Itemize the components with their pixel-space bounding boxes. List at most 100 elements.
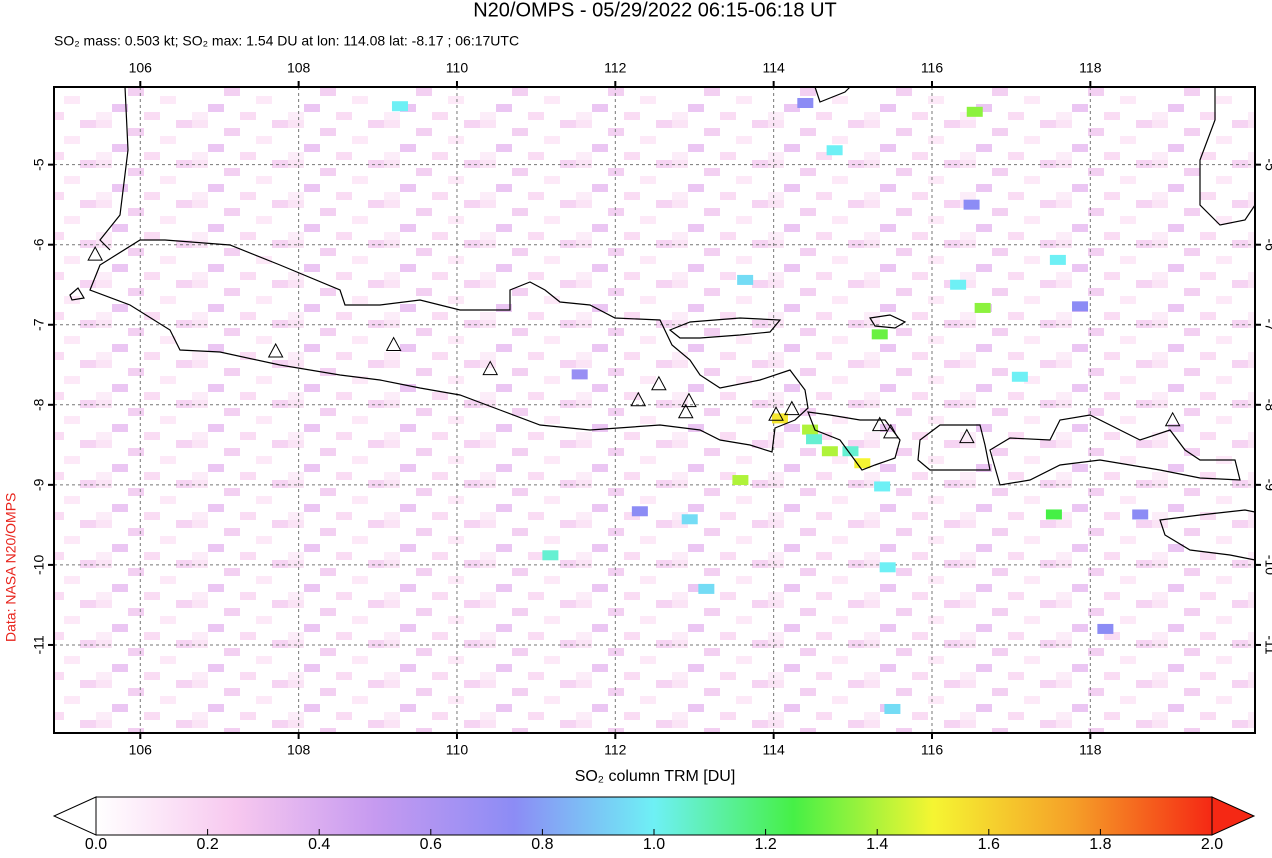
so2-pixel — [698, 583, 715, 594]
so2-pixel — [966, 106, 983, 117]
colorbar-tick-label: 0.0 — [85, 836, 107, 853]
x-tick-label: 112 — [604, 742, 627, 758]
so2-pixel — [1049, 254, 1066, 265]
x-tick-label: 116 — [921, 742, 944, 758]
chart-title: N20/OMPS - 05/29/2022 06:15-06:18 UT — [473, 0, 837, 21]
coast-bali — [807, 411, 901, 471]
y-tick-label: -10 — [1262, 555, 1272, 575]
coast-sumatra — [69, 287, 85, 301]
colorbar-tick-label: 0.2 — [196, 836, 218, 853]
y-tick-label: -7 — [1262, 319, 1272, 332]
y-tick-label: -11 — [1262, 635, 1272, 654]
volcano — [958, 428, 975, 444]
colorbar-tick-label: 0.4 — [308, 836, 330, 853]
credit: Data: NASA N20/OMPS — [3, 493, 19, 642]
pixel-layer — [391, 98, 1149, 714]
colorbar-tick-label: 1.6 — [978, 836, 1000, 853]
coast-kangean — [869, 314, 907, 329]
coast-sumbawa — [989, 414, 1241, 486]
so2-pixel — [771, 413, 788, 424]
map-frame — [53, 86, 1256, 734]
background-noise — [54, 87, 1255, 733]
so2-pixel — [571, 369, 588, 380]
so2-pixel — [821, 446, 838, 457]
so2-pixel — [974, 302, 991, 313]
so2-pixel — [1132, 509, 1149, 520]
colorbar-label: SO₂ column TRM [DU] — [575, 768, 736, 785]
y-tick-label: -8 — [31, 398, 47, 411]
coast-lombok — [917, 424, 991, 471]
so2-pixel — [542, 550, 559, 561]
colorbar: 0.0 0.2 0.4 0.6 0.8 1.0 1.2 1.4 1.6 1.8 2.0 — [52, 796, 1256, 853]
so2-pixel — [871, 329, 888, 340]
y-tick-label: -9 — [1262, 479, 1272, 492]
so2-pixel — [884, 703, 901, 714]
x-tick-label: 108 — [287, 60, 311, 76]
volcano-layer — [87, 246, 1181, 444]
y-tick-label: -5 — [31, 158, 47, 171]
coast-madura — [668, 317, 782, 339]
volcano — [651, 375, 667, 391]
coastlines — [69, 86, 1256, 561]
colorbar-under — [52, 796, 97, 836]
volcano — [677, 403, 694, 419]
so2-pixel — [854, 458, 871, 469]
colorbar-tick-label: 2.0 — [1201, 836, 1223, 853]
x-tick-label: 118 — [1079, 742, 1102, 758]
coast-borneo-west — [99, 86, 129, 251]
volcano — [87, 246, 104, 261]
coast-java — [89, 239, 809, 453]
x-tick-label: 112 — [604, 60, 627, 76]
y-tick-label: -11 — [31, 635, 47, 654]
so2-pixel — [1097, 623, 1114, 634]
x-tick-label: 110 — [446, 60, 469, 76]
volcano — [681, 392, 697, 408]
x-tick-label: 106 — [129, 742, 153, 758]
volcano — [882, 423, 899, 439]
colorbar-tick-label: 1.2 — [754, 836, 776, 853]
so2-pixel — [737, 274, 754, 285]
colorbar-tick-label: 0.6 — [420, 836, 442, 853]
so2-pixel — [826, 145, 843, 156]
x-tick-label: 116 — [921, 60, 944, 76]
volcano — [385, 336, 402, 352]
y-tick-label: -6 — [1262, 238, 1272, 251]
so2-pixel — [802, 424, 819, 435]
so2-pixel — [963, 199, 980, 210]
volcano — [768, 406, 784, 421]
y-tick-label: -7 — [31, 318, 47, 331]
x-tick-label: 114 — [762, 742, 785, 758]
volcano — [871, 416, 888, 432]
so2-pixel — [1045, 509, 1062, 520]
so2-pixel — [631, 506, 648, 517]
so2-pixel — [950, 279, 967, 290]
so2-pixel — [681, 514, 698, 525]
so2-pixel — [1072, 301, 1089, 312]
volcano — [482, 360, 499, 376]
y-tick-label: -10 — [31, 555, 47, 575]
colorbar-tick-label: 1.4 — [866, 836, 888, 853]
x-tick-label: 114 — [762, 60, 785, 76]
colorbar-tick-label: 1.8 — [1089, 836, 1111, 853]
y-tick-label: -5 — [1262, 158, 1272, 171]
x-tick-label: 110 — [446, 742, 469, 758]
colorbar-tick-label: 1.0 — [643, 836, 665, 853]
so2-pixel — [874, 481, 891, 492]
volcano — [784, 400, 800, 416]
volcano — [267, 342, 284, 358]
y-tick-label: -8 — [1262, 399, 1272, 412]
subtitle: SO₂ mass: 0.503 kt; SO₂ max: 1.54 DU at … — [54, 33, 519, 49]
so2-pixel — [879, 562, 896, 573]
so2-pixel — [797, 98, 814, 109]
x-tick-label: 118 — [1079, 60, 1102, 76]
y-tick-label: -6 — [31, 238, 47, 251]
so2-pixel — [732, 475, 749, 486]
so2-pixel — [806, 434, 823, 445]
colorbar-over — [1211, 796, 1256, 836]
volcano — [630, 391, 647, 407]
so2-pixel — [842, 446, 859, 457]
colorbar-body — [95, 796, 1213, 836]
so2-pixel — [1011, 371, 1028, 382]
grid-layer — [54, 87, 1255, 733]
